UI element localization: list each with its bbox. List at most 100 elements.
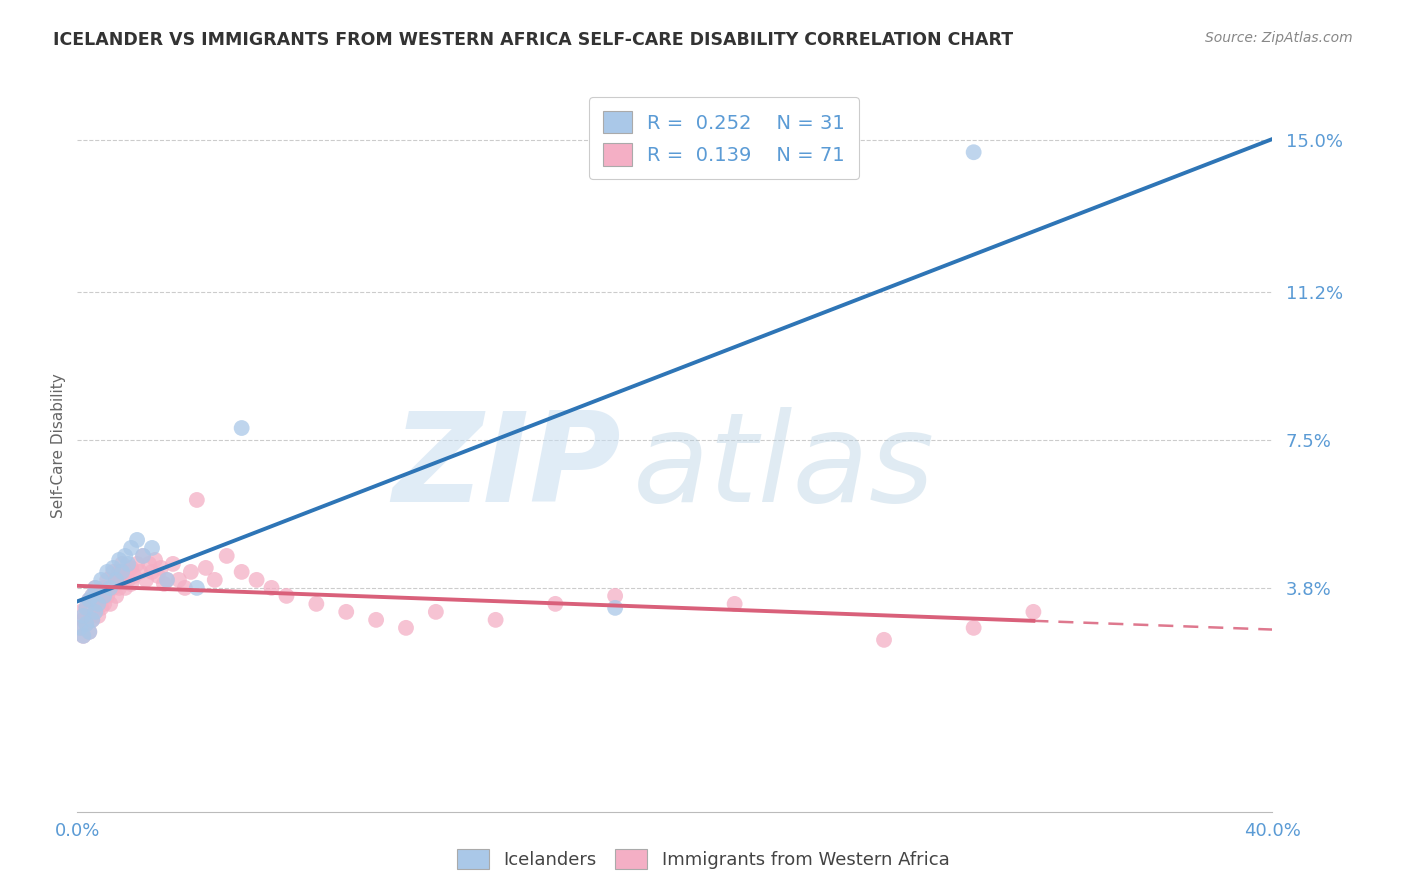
Point	[156, 573, 179, 587]
Point	[69, 621, 91, 635]
Point	[305, 597, 328, 611]
Point	[122, 569, 145, 583]
Point	[90, 600, 112, 615]
Point	[215, 549, 238, 563]
Point	[111, 557, 134, 571]
Point	[963, 621, 986, 635]
Point	[114, 549, 136, 563]
Point	[75, 600, 97, 615]
Point	[143, 553, 166, 567]
Point	[135, 573, 157, 587]
Point	[105, 573, 128, 587]
Point	[1022, 605, 1045, 619]
Point	[194, 561, 217, 575]
Point	[93, 581, 115, 595]
Point	[84, 605, 107, 619]
Point	[82, 613, 104, 627]
Point	[138, 557, 160, 571]
Point	[82, 589, 104, 603]
Point	[79, 593, 101, 607]
Point	[84, 605, 107, 619]
Point	[186, 492, 208, 507]
Point	[117, 557, 139, 571]
Point	[75, 616, 97, 631]
Point	[120, 541, 142, 555]
Point	[98, 581, 121, 595]
Point	[108, 565, 131, 579]
Point	[98, 597, 121, 611]
Point	[146, 569, 169, 583]
Point	[127, 557, 149, 571]
Point	[162, 557, 184, 571]
Point	[79, 624, 101, 639]
Point	[108, 581, 131, 595]
Point	[174, 581, 197, 595]
Point	[96, 565, 118, 579]
Point	[366, 613, 388, 627]
Point	[72, 629, 94, 643]
Point	[141, 565, 163, 579]
Legend: R =  0.252    N = 31, R =  0.139    N = 71: R = 0.252 N = 31, R = 0.139 N = 71	[589, 97, 859, 179]
Point	[231, 421, 253, 435]
Point	[69, 621, 91, 635]
Point	[117, 573, 139, 587]
Point	[72, 608, 94, 623]
Point	[485, 613, 508, 627]
Point	[186, 581, 208, 595]
Point	[180, 565, 202, 579]
Point	[395, 621, 418, 635]
Point	[96, 589, 118, 603]
Point	[93, 597, 115, 611]
Point	[127, 533, 149, 547]
Text: ICELANDER VS IMMIGRANTS FROM WESTERN AFRICA SELF-CARE DISABILITY CORRELATION CHA: ICELANDER VS IMMIGRANTS FROM WESTERN AFR…	[53, 31, 1014, 49]
Point	[90, 573, 112, 587]
Point	[231, 565, 253, 579]
Point	[111, 565, 134, 579]
Point	[87, 593, 110, 607]
Point	[132, 549, 155, 563]
Point	[120, 561, 142, 575]
Text: atlas: atlas	[633, 408, 935, 528]
Point	[105, 589, 128, 603]
Point	[79, 624, 101, 639]
Point	[724, 597, 747, 611]
Point	[156, 573, 179, 587]
Point	[167, 573, 190, 587]
Point	[87, 608, 110, 623]
Point	[129, 565, 152, 579]
Point	[75, 616, 97, 631]
Point	[108, 553, 131, 567]
Point	[93, 589, 115, 603]
Point	[425, 605, 447, 619]
Point	[204, 573, 226, 587]
Point	[96, 573, 118, 587]
Point	[111, 573, 134, 587]
Point	[79, 593, 101, 607]
Point	[103, 581, 124, 595]
Point	[335, 605, 357, 619]
Point	[132, 549, 155, 563]
Point	[82, 589, 104, 603]
Point	[120, 577, 142, 591]
Point	[72, 629, 94, 643]
Point	[153, 577, 176, 591]
Point	[260, 581, 283, 595]
Point	[98, 581, 121, 595]
Point	[105, 573, 128, 587]
Point	[605, 600, 627, 615]
Point	[246, 573, 269, 587]
Point	[82, 613, 104, 627]
Text: Source: ZipAtlas.com: Source: ZipAtlas.com	[1205, 31, 1353, 45]
Legend: Icelanders, Immigrants from Western Africa: Icelanders, Immigrants from Western Afri…	[447, 839, 959, 879]
Point	[114, 565, 136, 579]
Point	[72, 613, 94, 627]
Point	[605, 589, 627, 603]
Point	[150, 561, 173, 575]
Point	[84, 581, 107, 595]
Point	[84, 581, 107, 595]
Point	[141, 541, 163, 555]
Point	[75, 600, 97, 615]
Point	[87, 597, 110, 611]
Point	[69, 605, 91, 619]
Y-axis label: Self-Care Disability: Self-Care Disability	[51, 374, 66, 518]
